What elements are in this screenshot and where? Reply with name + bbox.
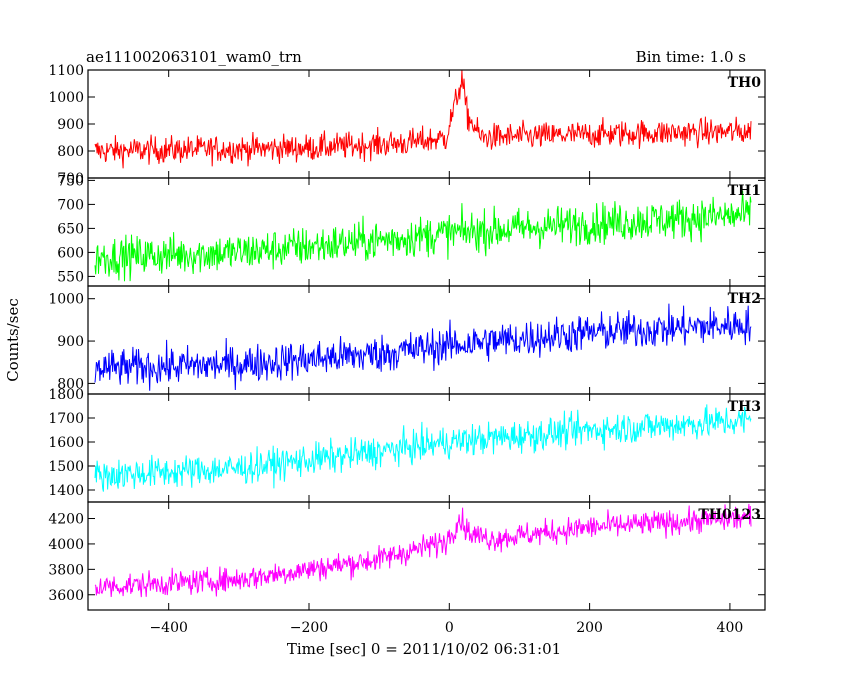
- y-tick-label: 700: [57, 197, 84, 213]
- y-tick-label: 800: [57, 144, 84, 160]
- y-tick-label: 600: [57, 245, 84, 261]
- y-tick-label: 4200: [48, 512, 84, 528]
- y-tick-label: 1100: [48, 63, 84, 79]
- chart-title-left: ae111002063101_wam0_trn: [86, 48, 302, 66]
- panel-th0: 700 800 900 1000 1100 TH0: [48, 63, 766, 187]
- series-line-th2: [94, 303, 752, 391]
- x-tick-label: 0: [445, 620, 454, 636]
- y-tick-label: 750: [57, 173, 84, 189]
- x-axis-label: Time [sec] 0 = 2011/10/02 06:31:01: [287, 640, 561, 658]
- chart-title-right: Bin time: 1.0 s: [636, 48, 746, 66]
- panel-label: TH0: [728, 75, 762, 91]
- y-tick-label: 1000: [48, 292, 84, 308]
- panel-frame: [87, 501, 766, 611]
- series-line-th1: [94, 190, 752, 282]
- panel-label: TH2: [728, 291, 761, 307]
- panel-label: TH1: [728, 183, 761, 199]
- series-line-th0: [94, 70, 752, 169]
- y-tick-label: 800: [57, 376, 84, 392]
- y-tick-label: 700: [57, 171, 84, 187]
- y-tick-label: 1500: [48, 459, 84, 475]
- panel-th2: 800 900 1000 TH2: [48, 285, 766, 395]
- y-tick-label: 900: [57, 117, 84, 133]
- y-tick-label: 550: [57, 269, 84, 285]
- x-tick-label: 200: [576, 620, 603, 636]
- panels: 70080090010001100TH0550600650700750TH180…: [48, 63, 766, 611]
- y-tick-label: 650: [57, 221, 84, 237]
- y-axis-label: Counts/sec: [4, 298, 22, 382]
- x-axis: −400 −200 0 200 400: [149, 620, 743, 636]
- panel-th3: 1400 1500 1600 1700 1800 TH3: [48, 387, 766, 503]
- y-tick-label: 1700: [48, 411, 84, 427]
- x-tick-label: 400: [717, 620, 744, 636]
- panel-label: TH0123: [698, 507, 761, 523]
- series-line-th0123: [94, 503, 752, 598]
- y-tick-label: 1000: [48, 90, 84, 106]
- panel-label: TH3: [728, 399, 761, 415]
- panel-frame: [87, 69, 766, 179]
- x-tick-label: −200: [290, 620, 328, 636]
- panel-th0123: 3600 3800 4000 4200 TH0123: [48, 501, 766, 611]
- y-tick-label: 3800: [48, 562, 84, 578]
- y-tick-label: 4000: [48, 537, 84, 553]
- y-tick-label: 900: [57, 334, 84, 350]
- x-tick-label: −400: [149, 620, 187, 636]
- series-line-th3: [94, 404, 752, 492]
- y-tick-label: 3600: [48, 588, 84, 604]
- y-tick-label: 1600: [48, 435, 84, 451]
- y-tick-label: 1800: [48, 387, 84, 403]
- y-tick-label: 1400: [48, 483, 84, 499]
